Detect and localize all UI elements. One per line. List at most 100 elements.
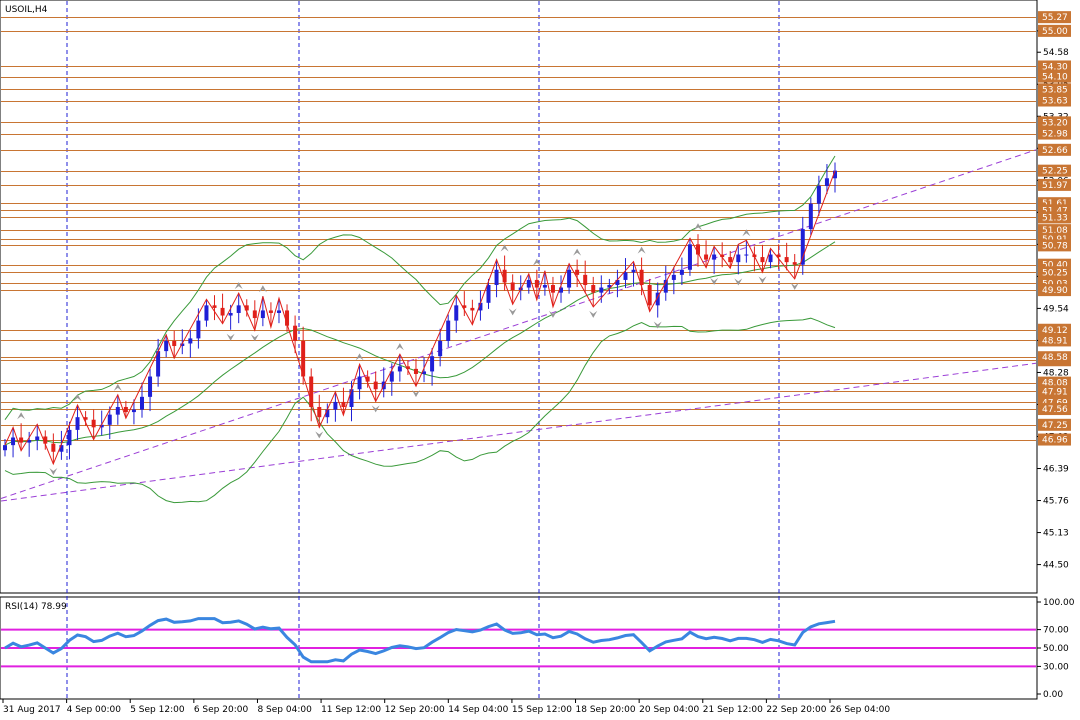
candle-bear <box>405 366 410 369</box>
candle-bear <box>704 254 709 260</box>
rsi-tick-label: 50.00 <box>1043 644 1069 654</box>
candle-bear <box>268 310 273 313</box>
level-badge-label: 51.08 <box>1042 226 1068 236</box>
candle-bull <box>131 409 136 413</box>
candle-bull <box>655 292 660 306</box>
level-badge-label: 53.63 <box>1042 97 1068 107</box>
candle-bull <box>744 254 749 256</box>
chart-title: USOIL,H4 <box>5 5 48 15</box>
rsi-line <box>4 617 836 664</box>
candle-bull <box>67 429 72 446</box>
level-badge <box>1038 433 1071 446</box>
candle-bear <box>252 310 257 319</box>
time-tick-label: 14 Sep 04:00 <box>448 705 508 715</box>
zigzag-line <box>4 170 836 466</box>
candle-bear <box>309 376 314 408</box>
candle-bull <box>357 376 362 390</box>
rsi-tick-label: 0.00 <box>1043 690 1063 700</box>
candle-bull <box>607 285 612 288</box>
level-badge-label: 52.98 <box>1042 130 1068 140</box>
candle-bull <box>824 178 829 186</box>
fractal-up-icon <box>500 244 509 252</box>
level-badge-label: 53.85 <box>1042 85 1068 95</box>
fractals <box>17 223 799 475</box>
level-badge <box>1038 211 1071 224</box>
candle-bear <box>83 417 88 420</box>
candle-bear <box>760 257 765 263</box>
candle-bear <box>123 407 128 413</box>
level-badge <box>1038 403 1071 416</box>
candle-bear <box>510 282 515 291</box>
candle-bull <box>478 302 483 311</box>
candle-bull <box>494 269 499 286</box>
level-badge-label: 47.91 <box>1042 387 1068 397</box>
fractal-down-icon <box>250 334 259 342</box>
level-badge <box>1038 24 1071 37</box>
level-badge-label: 50.40 <box>1042 261 1068 271</box>
fractal-down-icon <box>371 405 380 413</box>
level-badge <box>1038 385 1071 398</box>
candle-bull <box>800 229 805 265</box>
candle-bear <box>51 443 56 452</box>
level-badge-label: 52.66 <box>1042 146 1068 156</box>
price-tick-label: 45.76 <box>1043 497 1069 507</box>
fractal-down-icon <box>710 277 719 285</box>
candle-bull <box>389 371 394 382</box>
candle-bear <box>341 401 346 408</box>
rsi-tick-label: 30.00 <box>1043 662 1069 672</box>
time-tick-label: 6 Sep 20:00 <box>194 705 249 715</box>
rsi-tick-label: 100.00 <box>1043 598 1075 608</box>
level-badge-label: 48.08 <box>1042 379 1068 389</box>
price-tick-label: 45.13 <box>1043 529 1069 539</box>
vertical-grid <box>66 1 780 699</box>
candle-bull <box>204 305 209 321</box>
bollinger-middle <box>4 241 836 446</box>
level-badge <box>1038 83 1071 96</box>
candle-bull <box>325 409 330 418</box>
candle-bull <box>35 436 40 441</box>
candle-bull <box>27 440 32 443</box>
fractal-down-icon <box>734 278 743 286</box>
candle-bull <box>188 338 193 344</box>
candle-bull <box>276 310 281 313</box>
time-axis: 31 Aug 2017 4 Sep 00:00 5 Sep 12:00 6 Sep 2… <box>2 699 890 715</box>
fractal-down-icon <box>226 333 235 341</box>
candle-bull <box>736 254 741 263</box>
level-badge <box>1038 266 1071 279</box>
time-tick-label: 26 Sep 04:00 <box>830 705 890 715</box>
level-badge <box>1038 94 1071 107</box>
level-badge <box>1038 418 1071 431</box>
fractal-up-icon <box>355 353 364 361</box>
candle-bull <box>180 343 185 347</box>
level-badge-label: 55.27 <box>1042 13 1068 23</box>
candle-bear <box>373 381 378 390</box>
level-badge-label: 48.58 <box>1042 353 1068 363</box>
candle-bull <box>75 417 80 430</box>
level-badge-label: 54.30 <box>1042 62 1068 72</box>
fractal-down-icon <box>548 310 557 318</box>
fractal-up-icon <box>532 258 541 266</box>
level-badge <box>1038 60 1071 73</box>
fractal-up-icon <box>395 343 404 351</box>
candle-bull <box>623 272 628 280</box>
price-tick-label: 46.39 <box>1043 465 1069 475</box>
level-badge-label: 54.10 <box>1042 73 1068 83</box>
candle-bear <box>301 340 306 377</box>
price-tick-label: 48.28 <box>1043 368 1069 378</box>
candle-bear <box>583 274 588 286</box>
time-tick-label: 8 Sep 04:00 <box>257 705 312 715</box>
level-badge <box>1038 284 1071 297</box>
level-badge-label: 50.25 <box>1042 268 1068 278</box>
candle-bull <box>712 254 717 260</box>
fractal-up-icon <box>113 383 122 391</box>
level-badge <box>1038 164 1071 177</box>
candles <box>3 162 837 464</box>
candle-bear <box>502 269 507 283</box>
candle-bear <box>91 419 96 428</box>
fractal-up-icon <box>742 229 751 237</box>
candle-bull <box>833 170 837 179</box>
level-badge-label: 51.61 <box>1042 199 1068 209</box>
bollinger-lower <box>4 317 836 504</box>
fractal-down-icon <box>315 431 324 439</box>
